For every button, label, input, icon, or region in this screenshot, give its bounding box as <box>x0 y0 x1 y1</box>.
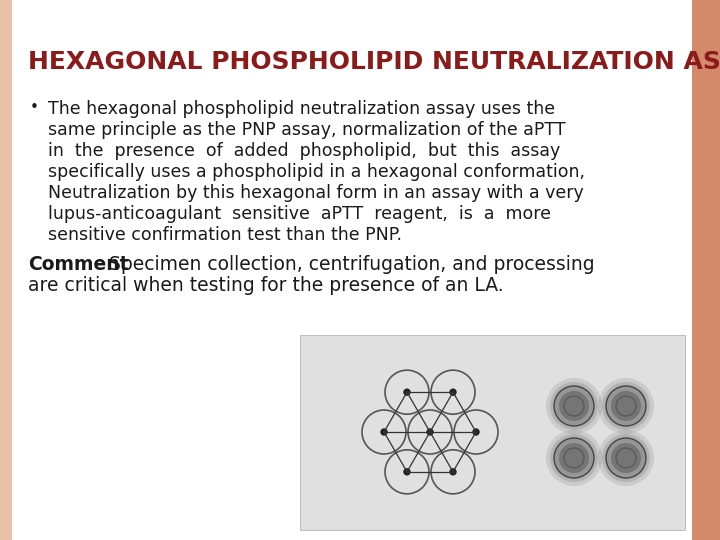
Circle shape <box>598 430 654 486</box>
Circle shape <box>602 434 650 482</box>
Circle shape <box>450 469 456 475</box>
Circle shape <box>606 438 646 478</box>
Circle shape <box>611 443 641 473</box>
Circle shape <box>404 469 410 475</box>
Circle shape <box>473 429 479 435</box>
Circle shape <box>598 378 654 434</box>
Circle shape <box>546 378 602 434</box>
FancyBboxPatch shape <box>0 0 12 540</box>
Text: HEXAGONAL PHOSPHOLIPID NEUTRALIZATION ASSAY: HEXAGONAL PHOSPHOLIPID NEUTRALIZATION AS… <box>28 50 720 74</box>
Circle shape <box>546 430 602 486</box>
Text: sensitive confirmation test than the PNP.: sensitive confirmation test than the PNP… <box>48 226 402 244</box>
Text: The hexagonal phospholipid neutralization assay uses the: The hexagonal phospholipid neutralizatio… <box>48 100 555 118</box>
Circle shape <box>450 389 456 395</box>
Circle shape <box>554 386 594 426</box>
Circle shape <box>550 382 598 430</box>
Text: Comment: Comment <box>28 255 128 274</box>
Circle shape <box>550 434 598 482</box>
Text: •: • <box>30 100 39 115</box>
FancyBboxPatch shape <box>692 0 720 540</box>
Circle shape <box>559 443 589 473</box>
Circle shape <box>427 429 433 435</box>
Circle shape <box>404 389 410 395</box>
Circle shape <box>606 386 646 426</box>
Circle shape <box>602 382 650 430</box>
Circle shape <box>554 438 594 478</box>
Circle shape <box>559 391 589 421</box>
Text: same principle as the PNP assay, normalization of the aPTT: same principle as the PNP assay, normali… <box>48 121 566 139</box>
Text: in  the  presence  of  added  phospholipid,  but  this  assay: in the presence of added phospholipid, b… <box>48 142 560 160</box>
Text: specifically uses a phospholipid in a hexagonal conformation,: specifically uses a phospholipid in a he… <box>48 163 585 181</box>
Text: lupus-anticoagulant  sensitive  aPTT  reagent,  is  a  more: lupus-anticoagulant sensitive aPTT reage… <box>48 205 551 223</box>
Circle shape <box>381 429 387 435</box>
Text: Specimen collection, centrifugation, and processing: Specimen collection, centrifugation, and… <box>103 255 595 274</box>
FancyBboxPatch shape <box>300 335 685 530</box>
Text: are critical when testing for the presence of an LA.: are critical when testing for the presen… <box>28 276 503 295</box>
Text: Neutralization by this hexagonal form in an assay with a very: Neutralization by this hexagonal form in… <box>48 184 584 202</box>
Circle shape <box>611 391 641 421</box>
